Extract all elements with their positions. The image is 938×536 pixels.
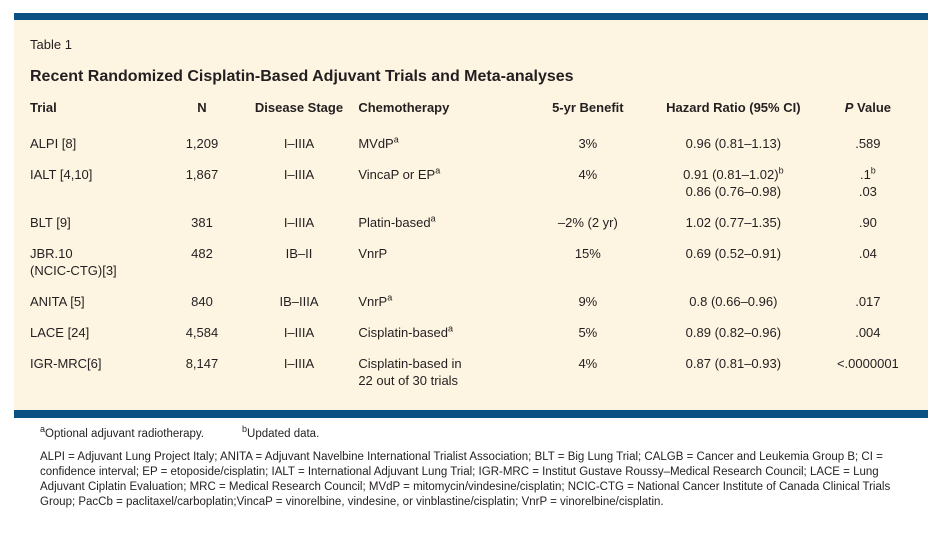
- table-row: JBR.10 (NCIC-CTG)[3] 482 IB–II VnrP 15% 0.69 (…: [30, 238, 912, 286]
- table-row: ALPI [8] 1,209 I–IIIA MVdPa 3% 0.96 (0.81–1.1…: [30, 128, 912, 159]
- table-cell-n: 8,147: [185, 356, 219, 371]
- table-cell-trial: ANITA [5]: [30, 294, 85, 309]
- table-cell-trial: JBR.10 (NCIC-CTG)[3]: [30, 246, 117, 278]
- table-cell-chemo: Cisplatin-baseda: [358, 323, 453, 340]
- table-cell-n: 4,584: [185, 325, 219, 340]
- table-cell-hazard_ratio: 0.69 (0.52–0.91): [685, 246, 782, 261]
- table-cell-p_value: .004: [855, 325, 881, 340]
- table-header-row: Trial N Disease Stage Chemotherapy 5-yr Bene…: [30, 99, 912, 128]
- table-cell-stage: IB–II: [285, 246, 313, 261]
- table-cell-benefit: 4%: [578, 356, 598, 371]
- table-cell-hazard_ratio: 0.89 (0.82–0.96): [685, 325, 782, 340]
- table-cell-stage: I–IIIA: [283, 167, 315, 182]
- table-row: LACE [24] 4,584 I–IIIA Cisplatin-baseda 5% 0.…: [30, 317, 912, 348]
- column-header: Trial: [30, 100, 57, 115]
- table-number-label: Table 1: [30, 37, 72, 52]
- table-panel: Table 1 Recent Randomized Cisplatin-Base…: [14, 20, 928, 410]
- table-cell-benefit: 9%: [578, 294, 598, 309]
- table-cell-chemo: VnrPa: [358, 292, 393, 309]
- table-row: ANITA [5] 840 IB–IIIA VnrPa 9% 0.8 (0.66–0.96…: [30, 286, 912, 317]
- table-cell-n: 482: [191, 246, 213, 261]
- table-cell-p_value: .04: [858, 246, 877, 261]
- table-cell-n: 381: [191, 215, 213, 230]
- column-header: Hazard Ratio (95% CI): [666, 100, 801, 115]
- table-cell-stage: IB–IIIA: [279, 294, 319, 309]
- table-cell-n: 840: [191, 294, 213, 309]
- trials-table: Trial N Disease Stage Chemotherapy 5-yr Bene…: [30, 99, 912, 396]
- top-rule-bar: [14, 13, 928, 20]
- table-cell-chemo: Cisplatin-based in 22 out of 30 trials: [358, 356, 462, 388]
- column-header: 5-yr Benefit: [552, 100, 624, 115]
- table-cell-chemo: MVdPa: [358, 134, 399, 151]
- table-cell-stage: I–IIIA: [283, 356, 315, 371]
- column-header: N: [197, 100, 207, 115]
- table-cell-hazard_ratio: 0.8 (0.66–0.96): [689, 294, 778, 309]
- table-row: BLT [9] 381 I–IIIA Platin-baseda –2% (2 yr) 1…: [30, 207, 912, 238]
- table-row: IGR-MRC[6] 8,147 I–IIIA Cisplatin-based in 2…: [30, 348, 912, 396]
- table-title: Recent Randomized Cisplatin-Based Adjuva…: [30, 68, 574, 85]
- table-cell-stage: I–IIIA: [283, 136, 315, 151]
- table-cell-benefit: –2% (2 yr): [557, 215, 618, 230]
- table-cell-hazard_ratio: 0.87 (0.81–0.93): [685, 356, 782, 371]
- column-header: P Value: [844, 100, 891, 115]
- table-cell-chemo: VnrP: [358, 246, 388, 261]
- table-cell-hazard_ratio: 0.96 (0.81–1.13): [685, 136, 782, 151]
- table-cell-trial: IALT [4,10]: [30, 167, 93, 182]
- footnote-a: aOptional adjuvant radiotherapy.: [40, 424, 204, 440]
- column-header: Chemotherapy: [358, 100, 450, 115]
- table-cell-stage: I–IIIA: [283, 325, 315, 340]
- table-figure: Table 1 Recent Randomized Cisplatin-Base…: [14, 13, 928, 510]
- table-cell-p_value: .589: [855, 136, 881, 151]
- table-body: ALPI [8] 1,209 I–IIIA MVdPa 3% 0.96 (0.81–1.1…: [30, 128, 912, 396]
- table-cell-benefit: 3%: [578, 136, 598, 151]
- table-cell-chemo: Platin-baseda: [358, 213, 436, 230]
- table-cell-benefit: 5%: [578, 325, 598, 340]
- table-cell-p_value: .90: [858, 215, 877, 230]
- table-cell-trial: IGR-MRC[6]: [30, 356, 102, 371]
- table-cell-p_value: <.0000001: [836, 356, 899, 371]
- table-cell-trial: LACE [24]: [30, 325, 90, 340]
- abbreviations-paragraph: ALPI = Adjuvant Lung Project Italy; ANIT…: [40, 451, 891, 508]
- table-cell-p_value: .017: [855, 294, 881, 309]
- footnote-b: bUpdated data.: [242, 424, 320, 440]
- table-footnotes: aOptional adjuvant radiotherapy. bUpdated…: [40, 424, 900, 510]
- table-cell-benefit: 4%: [578, 167, 598, 182]
- table-cell-stage: I–IIIA: [283, 215, 315, 230]
- table-cell-trial: BLT [9]: [30, 215, 71, 230]
- table-cell-trial: ALPI [8]: [30, 136, 77, 151]
- table-cell-n: 1,209: [185, 136, 219, 151]
- footnote-superscripts: aOptional adjuvant radiotherapy. bUpdated…: [40, 424, 900, 442]
- table-row: IALT [4,10] 1,867 I–IIIA VincaP or EPa 4% 0.9…: [30, 159, 912, 207]
- bottom-rule-bar: [14, 410, 928, 418]
- table-cell-n: 1,867: [185, 167, 219, 182]
- table-cell-benefit: 15%: [574, 246, 601, 261]
- table-cell-hazard_ratio: 1.02 (0.77–1.35): [685, 215, 782, 230]
- column-header: Disease Stage: [254, 100, 344, 115]
- table-cell-chemo: VincaP or EPa: [358, 165, 441, 182]
- table-cell-p_value: .1b .03: [858, 165, 877, 199]
- table-header: Trial N Disease Stage Chemotherapy 5-yr Bene…: [30, 99, 912, 128]
- table-cell-hazard_ratio: 0.91 (0.81–1.02)b 0.86 (0.76–0.98): [683, 165, 784, 199]
